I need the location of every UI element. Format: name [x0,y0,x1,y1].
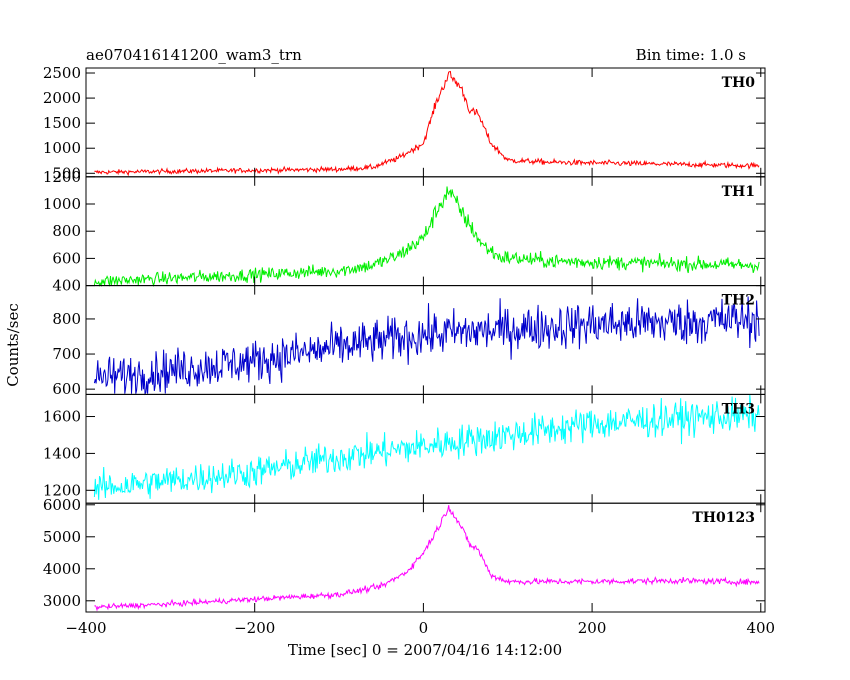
x-axis-title: Time [sec] 0 = 2007/04/16 14:12:00 [288,641,562,659]
y-tick-label: 600 [52,249,81,267]
series-line-th0 [94,70,760,177]
y-tick-label: 700 [52,345,81,363]
y-tick-label: 400 [52,277,81,295]
x-tick-label: 200 [578,619,607,637]
y-tick-label: 1000 [43,139,81,157]
y-tick-label: 2000 [43,89,81,107]
y-tick-label: 1400 [43,444,81,462]
series-line-th2 [93,296,760,396]
panel-label-th3: TH3 [722,401,755,417]
y-tick-label: 600 [52,380,81,398]
y-tick-label: 5000 [43,528,81,546]
panel-label-th0123: TH0123 [692,510,755,526]
panels-group: 500 1000 1500 2000 2500 TH0 400 600 800 1000 1200 T… [43,64,766,613]
y-tick-label: 500 [52,164,81,182]
series-line-th0123 [94,505,760,612]
y-tick-label: 800 [52,310,81,328]
panel-th2: 600 700 800 TH2 [52,285,766,398]
x-axis: −400 −200 0 200 400 [65,619,775,637]
series-line-th3 [93,394,760,500]
panel-th1: 400 600 800 1000 1200 TH1 [43,168,766,295]
panel-th0: 500 1000 1500 2000 2500 TH0 [43,64,766,182]
series-line-th1 [93,186,760,288]
x-tick-label: −400 [65,619,106,637]
y-tick-label: 3000 [43,592,81,610]
panel-th3: 1200 1400 1600 TH3 [43,393,766,504]
y-tick-label: 6000 [43,496,81,514]
panel-label-th0: TH0 [722,75,756,91]
panel-frame [85,502,766,613]
x-tick-label: 400 [746,619,775,637]
panel-frame [85,67,766,178]
x-tick-label: 0 [419,619,429,637]
y-tick-label: 4000 [43,560,81,578]
panel-label-th1: TH1 [722,184,755,200]
y-tick-label: 1200 [43,168,81,186]
y-tick-label: 800 [52,222,81,240]
y-tick-label: 2500 [43,64,81,82]
panel-th0123: 3000 4000 5000 6000 TH0123 [43,496,766,613]
y-tick-label: 1500 [43,114,81,132]
x-tick-label: −200 [234,619,275,637]
y-tick-label: 1600 [43,408,81,426]
bin-time-label: Bin time: 1.0 s [636,46,746,64]
y-axis-title: Counts/sec [4,303,22,387]
panel-label-th2: TH2 [722,293,755,309]
y-tick-label: 1000 [43,195,81,213]
y-tick-label: 1200 [43,481,81,499]
chart-title: ae070416141200_wam3_trn [86,46,302,64]
